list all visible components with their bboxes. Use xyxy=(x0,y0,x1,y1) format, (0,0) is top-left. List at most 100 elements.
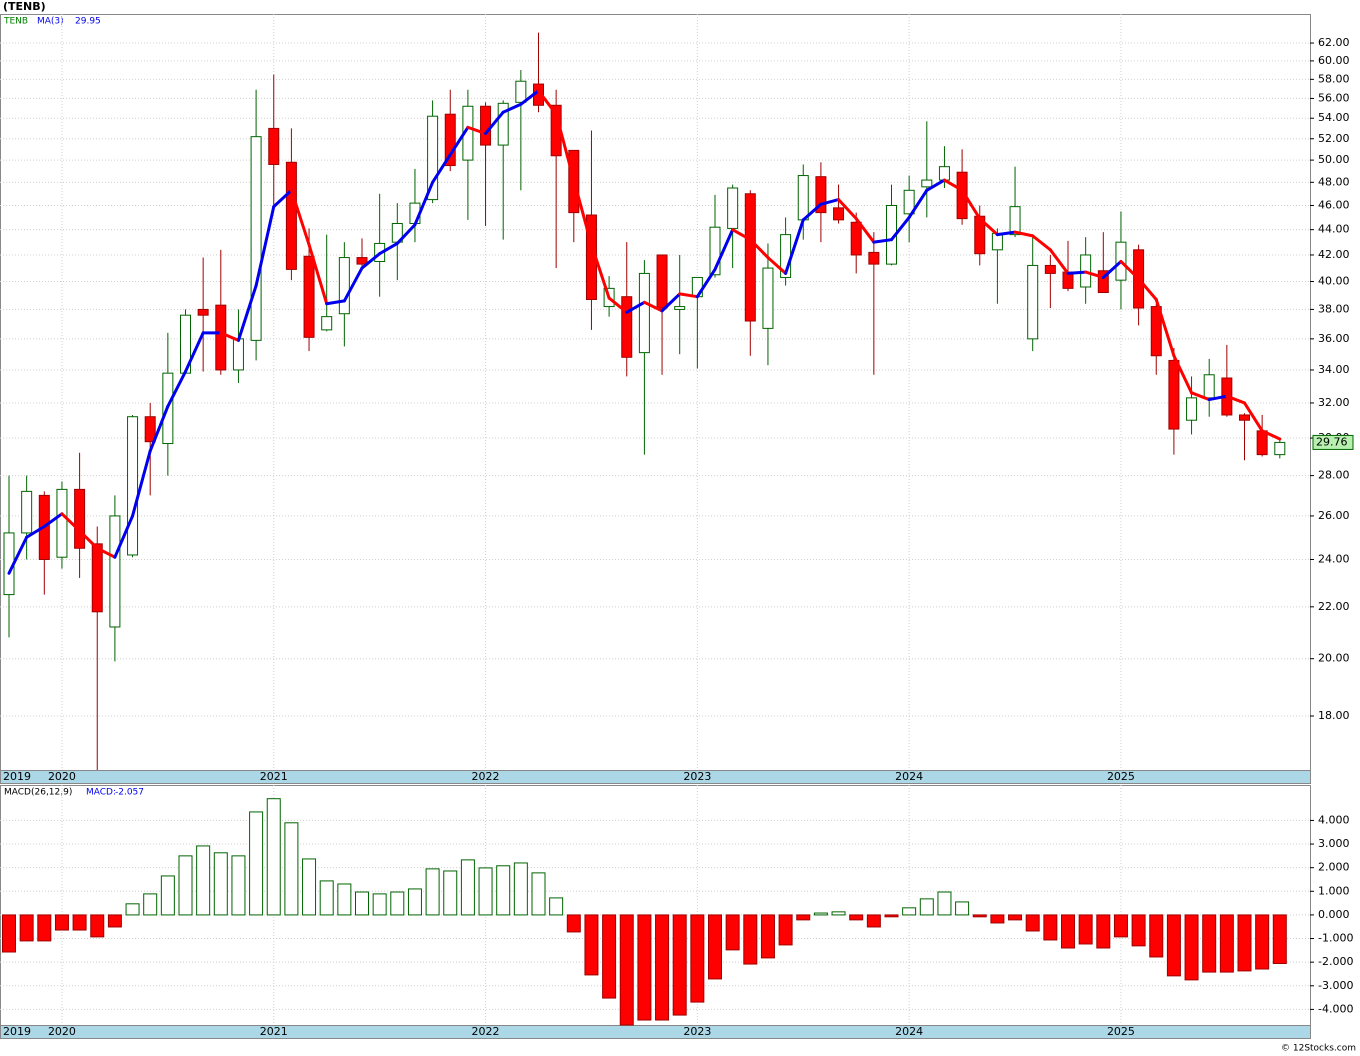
ma-segment xyxy=(413,180,435,227)
x-tick-label: 2023 xyxy=(683,770,711,783)
macd-bar xyxy=(655,914,670,1021)
y-tick-label: 22.00 xyxy=(1318,600,1350,613)
ma-segment xyxy=(448,125,470,157)
macd-bar xyxy=(319,880,334,916)
macd-bar xyxy=(919,898,934,916)
ma-segment xyxy=(660,292,682,313)
y-tick-label: 58.00 xyxy=(1318,72,1350,85)
macd-bar xyxy=(637,914,652,1021)
y-tick-label: 56.00 xyxy=(1318,91,1350,104)
macd-bar xyxy=(72,914,87,931)
y-tick-label: 2.000 xyxy=(1318,861,1350,874)
y-tick-label: 50.00 xyxy=(1318,153,1350,166)
legend-symbol: TENB xyxy=(3,17,28,27)
y-tick-label: -1.000 xyxy=(1318,932,1353,945)
macd-bar xyxy=(478,867,493,916)
macd-bar xyxy=(143,893,158,916)
candle-body xyxy=(956,171,968,220)
candle-body xyxy=(1274,441,1286,456)
candle-body xyxy=(1186,397,1198,421)
macd-bar xyxy=(743,914,758,965)
x-tick-label: 2024 xyxy=(895,770,923,783)
ma-segment xyxy=(42,512,64,528)
ma-segment xyxy=(431,153,452,184)
macd-bar xyxy=(460,859,475,916)
macd-bar xyxy=(1255,914,1270,970)
y-tick-label: 42.00 xyxy=(1318,248,1350,261)
ma-segment xyxy=(766,256,788,275)
y-tick-label: -4.000 xyxy=(1318,1002,1353,1015)
macd-bar xyxy=(602,914,617,999)
ma-segment xyxy=(995,230,1017,237)
candle-body xyxy=(727,187,739,229)
ma-segment xyxy=(342,266,364,303)
macd-bar xyxy=(231,855,246,916)
macd-bar xyxy=(407,888,422,916)
macd-bar xyxy=(19,914,34,942)
macd-bar xyxy=(566,914,581,933)
x-tick-label: 2022 xyxy=(472,770,500,783)
ma-segment xyxy=(131,449,152,518)
ma-segment xyxy=(907,188,929,219)
date-strip xyxy=(0,1025,1311,1039)
footer: © 12Stocks.com xyxy=(1281,1044,1356,1054)
ma-segment xyxy=(272,188,293,209)
macd-bar xyxy=(849,914,864,921)
macd-bar xyxy=(1025,914,1040,932)
y-tick-label: 38.00 xyxy=(1318,302,1350,315)
macd-bar xyxy=(902,907,917,916)
y-tick-label: 52.00 xyxy=(1318,132,1350,145)
ma-segment xyxy=(307,243,329,306)
legend-macd-value: -2.057 xyxy=(115,788,144,798)
macd-bar xyxy=(284,822,299,916)
macd-bar xyxy=(1219,914,1234,973)
macd-bar xyxy=(355,891,369,916)
candle-body xyxy=(903,189,915,215)
y-tick-label: 40.00 xyxy=(1318,275,1350,288)
macd-bar xyxy=(955,901,970,916)
ma-segment xyxy=(854,217,876,244)
macd-bar xyxy=(513,862,528,916)
x-tick-label: 2020 xyxy=(48,770,76,783)
ma-segment xyxy=(1172,354,1194,395)
ma-segment xyxy=(1084,270,1105,279)
y-tick-label: -3.000 xyxy=(1318,979,1353,992)
macd-bar xyxy=(1149,914,1164,958)
ma-segment xyxy=(1207,394,1229,402)
candle-body xyxy=(744,193,756,322)
ma-segment xyxy=(625,300,646,314)
legend-ma-value: 29.95 xyxy=(75,17,101,27)
candle-body xyxy=(127,416,139,556)
ma-segment xyxy=(1013,230,1035,238)
ma-segment xyxy=(78,529,99,550)
ma-segment xyxy=(642,300,664,313)
macd-bar xyxy=(672,914,687,1016)
ma-segment xyxy=(254,205,276,288)
y-tick-label: 18.00 xyxy=(1318,709,1350,722)
date-strip xyxy=(0,770,1311,784)
macd-bar xyxy=(1184,914,1199,981)
candle-body xyxy=(480,105,492,146)
ma-segment xyxy=(1048,248,1070,275)
macd-bar xyxy=(531,872,546,916)
ma-segment xyxy=(219,331,240,342)
candle-body xyxy=(1168,359,1180,430)
ma-segment xyxy=(484,110,505,136)
candle-body xyxy=(850,221,862,256)
legend-macd: MACD(26,12,9) xyxy=(4,788,72,798)
ma-segment xyxy=(360,252,382,270)
ma-segment xyxy=(837,198,858,221)
candle-body xyxy=(515,80,527,103)
macd-bar xyxy=(37,914,52,942)
y-tick-label: 1.000 xyxy=(1318,884,1350,897)
ma-segment xyxy=(1260,429,1282,441)
ma-segment xyxy=(236,284,258,342)
y-tick-label: 0.000 xyxy=(1318,908,1350,921)
ma-segment xyxy=(960,188,982,221)
y-tick-label: 24.00 xyxy=(1318,552,1350,565)
ma-segment xyxy=(325,299,346,306)
y-tick-label: 4.000 xyxy=(1318,813,1350,826)
candle-body xyxy=(232,338,244,371)
ma-segment xyxy=(25,524,46,539)
candle-body xyxy=(338,257,350,315)
